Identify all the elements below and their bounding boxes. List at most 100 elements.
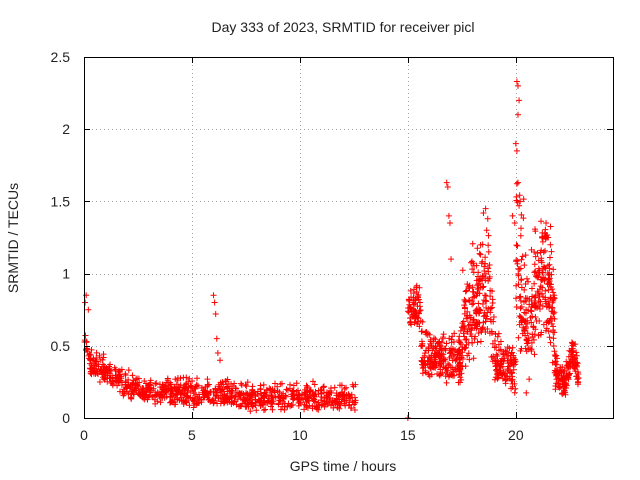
data-point [426, 355, 433, 362]
data-point [560, 389, 567, 396]
data-point [568, 339, 575, 346]
data-point [541, 264, 548, 271]
data-point [531, 269, 538, 276]
data-point [408, 305, 415, 312]
data-point [516, 294, 523, 301]
data-point [477, 251, 484, 258]
data-point [547, 315, 554, 322]
data-point [111, 364, 118, 371]
data-point [498, 361, 505, 368]
data-point [524, 317, 531, 324]
data-point [512, 140, 519, 147]
data-point [232, 384, 239, 391]
data-point [425, 345, 432, 352]
data-point [253, 407, 260, 414]
data-point [482, 205, 489, 212]
y-tick-label: 1.5 [51, 193, 71, 209]
data-point [495, 330, 502, 337]
data-point [532, 304, 539, 311]
data-point [130, 390, 137, 397]
data-point [433, 345, 440, 352]
data-point [480, 209, 487, 216]
data-point [224, 376, 231, 383]
data-point [513, 197, 520, 204]
data-point [476, 307, 483, 314]
data-point [534, 250, 541, 257]
data-point [484, 215, 491, 222]
data-point [532, 268, 539, 275]
data-point [177, 384, 184, 391]
data-point [352, 397, 359, 404]
axis-ticks: 0 5 10 15 20 0 0.5 1 1.5 2 2.5 [51, 49, 613, 443]
data-point [120, 386, 127, 393]
data-point [417, 299, 424, 306]
data-point [474, 323, 481, 330]
data-point [189, 384, 196, 391]
data-point [184, 387, 191, 394]
data-point [518, 277, 525, 284]
data-point [164, 375, 171, 382]
data-point [532, 313, 539, 320]
data-point [309, 378, 316, 385]
data-point [304, 388, 311, 395]
data-point [486, 275, 493, 282]
data-point [163, 379, 170, 386]
x-tick-label: 20 [508, 427, 524, 443]
data-point [224, 388, 231, 395]
data-point [513, 78, 520, 85]
data-point [453, 356, 460, 363]
data-point [553, 371, 560, 378]
data-point [173, 391, 180, 398]
data-point [542, 247, 549, 254]
data-point [481, 263, 488, 270]
data-point [305, 398, 312, 405]
data-point [566, 359, 573, 366]
data-point [415, 310, 422, 317]
data-point [421, 352, 428, 359]
data-point [516, 321, 523, 328]
data-point [534, 288, 541, 295]
data-point [470, 260, 477, 267]
data-point [512, 356, 519, 363]
data-point [550, 297, 557, 304]
data-point [539, 229, 546, 236]
data-point [504, 344, 511, 351]
data-point [548, 248, 555, 255]
data-point [321, 389, 328, 396]
data-point [173, 381, 180, 388]
data-point [569, 340, 576, 347]
data-point [548, 271, 555, 278]
data-point [514, 199, 521, 206]
data-point [514, 257, 521, 264]
data-point [242, 398, 249, 405]
data-point [334, 404, 341, 411]
data-point [538, 255, 545, 262]
data-point [258, 399, 265, 406]
data-point [526, 376, 533, 383]
data-point [340, 391, 347, 398]
data-point [508, 358, 515, 365]
data-point [117, 371, 124, 378]
data-point [489, 288, 496, 295]
data-point [469, 339, 476, 346]
data-point [436, 354, 443, 361]
data-point [414, 303, 421, 310]
data-point [480, 313, 487, 320]
data-point [169, 386, 176, 393]
data-point [196, 394, 203, 401]
data-point [537, 331, 544, 338]
data-point [125, 367, 132, 374]
data-point [96, 378, 103, 385]
data-point [494, 333, 501, 340]
data-point [257, 382, 264, 389]
data-point [487, 293, 494, 300]
data-point [485, 305, 492, 312]
data-point [144, 396, 151, 403]
data-point [523, 348, 530, 355]
data-point [217, 357, 224, 364]
data-point [243, 391, 250, 398]
data-point [318, 402, 325, 409]
data-point [228, 380, 235, 387]
data-point [424, 330, 431, 337]
data-point [419, 328, 426, 335]
